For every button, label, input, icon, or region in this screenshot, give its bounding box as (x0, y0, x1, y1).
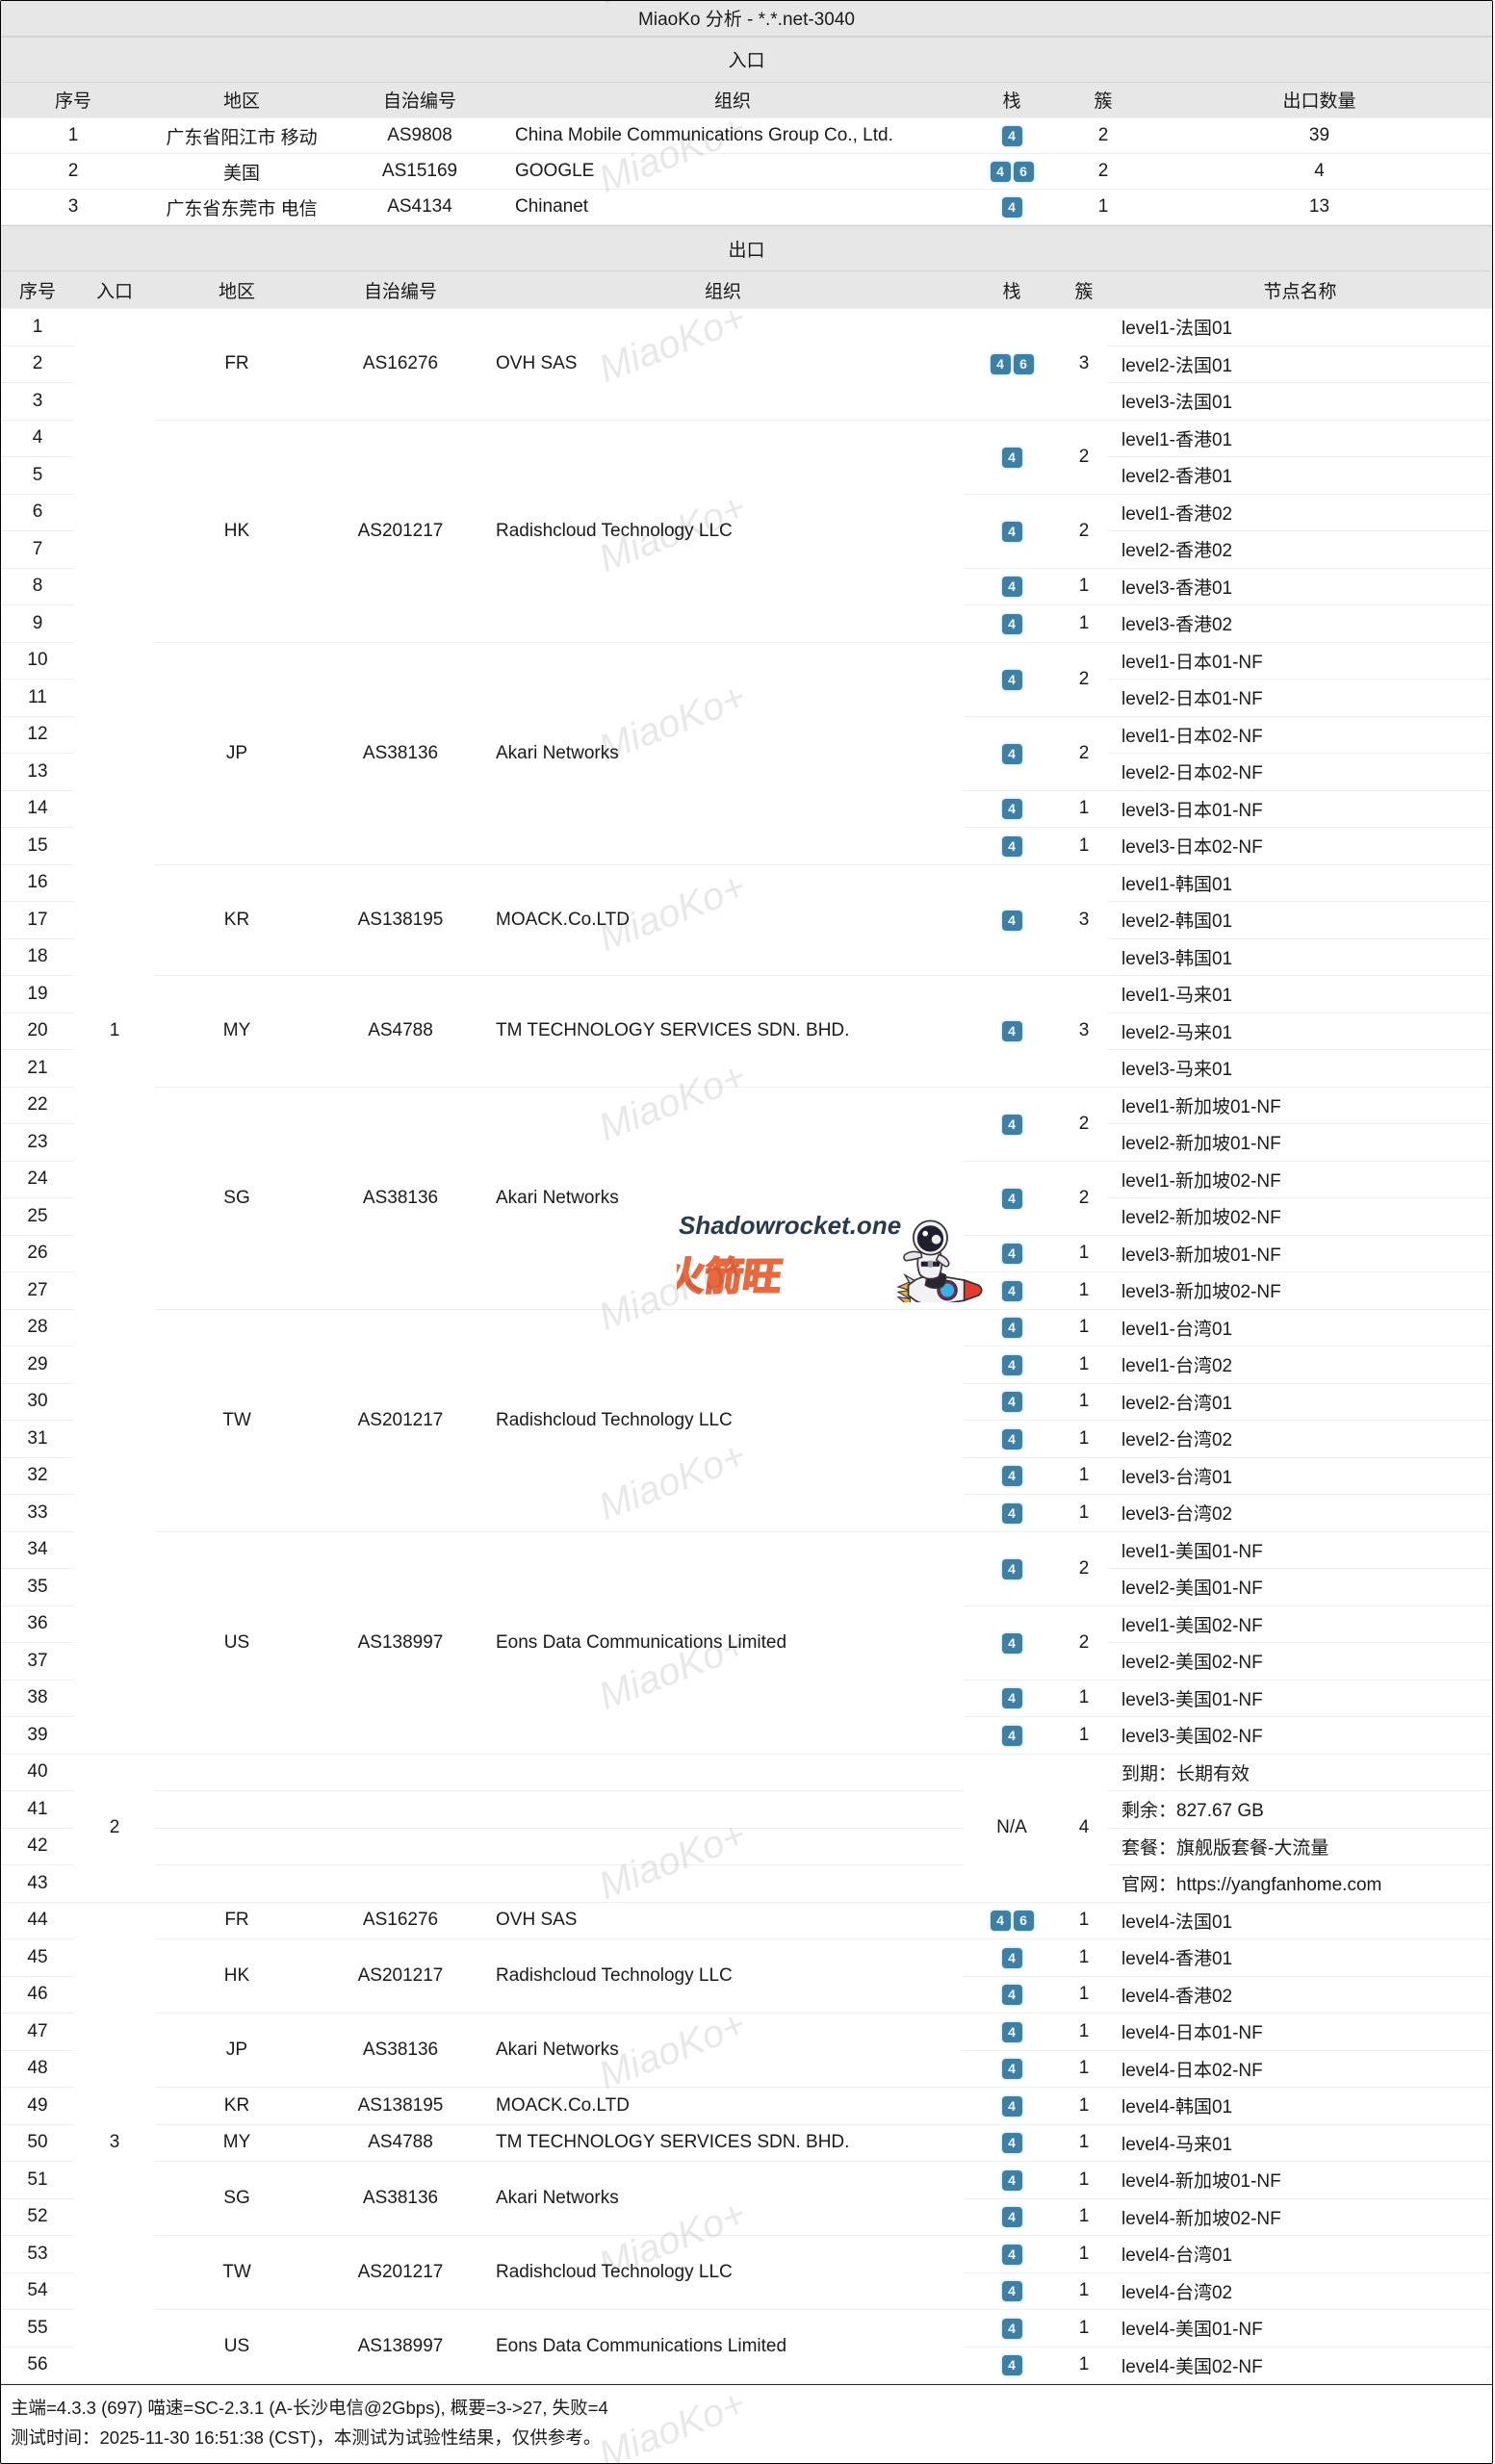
svg-text:Shadowrocket.one: Shadowrocket.one (679, 1211, 901, 1240)
svg-text:火箭旺: 火箭旺 (677, 1255, 785, 1298)
